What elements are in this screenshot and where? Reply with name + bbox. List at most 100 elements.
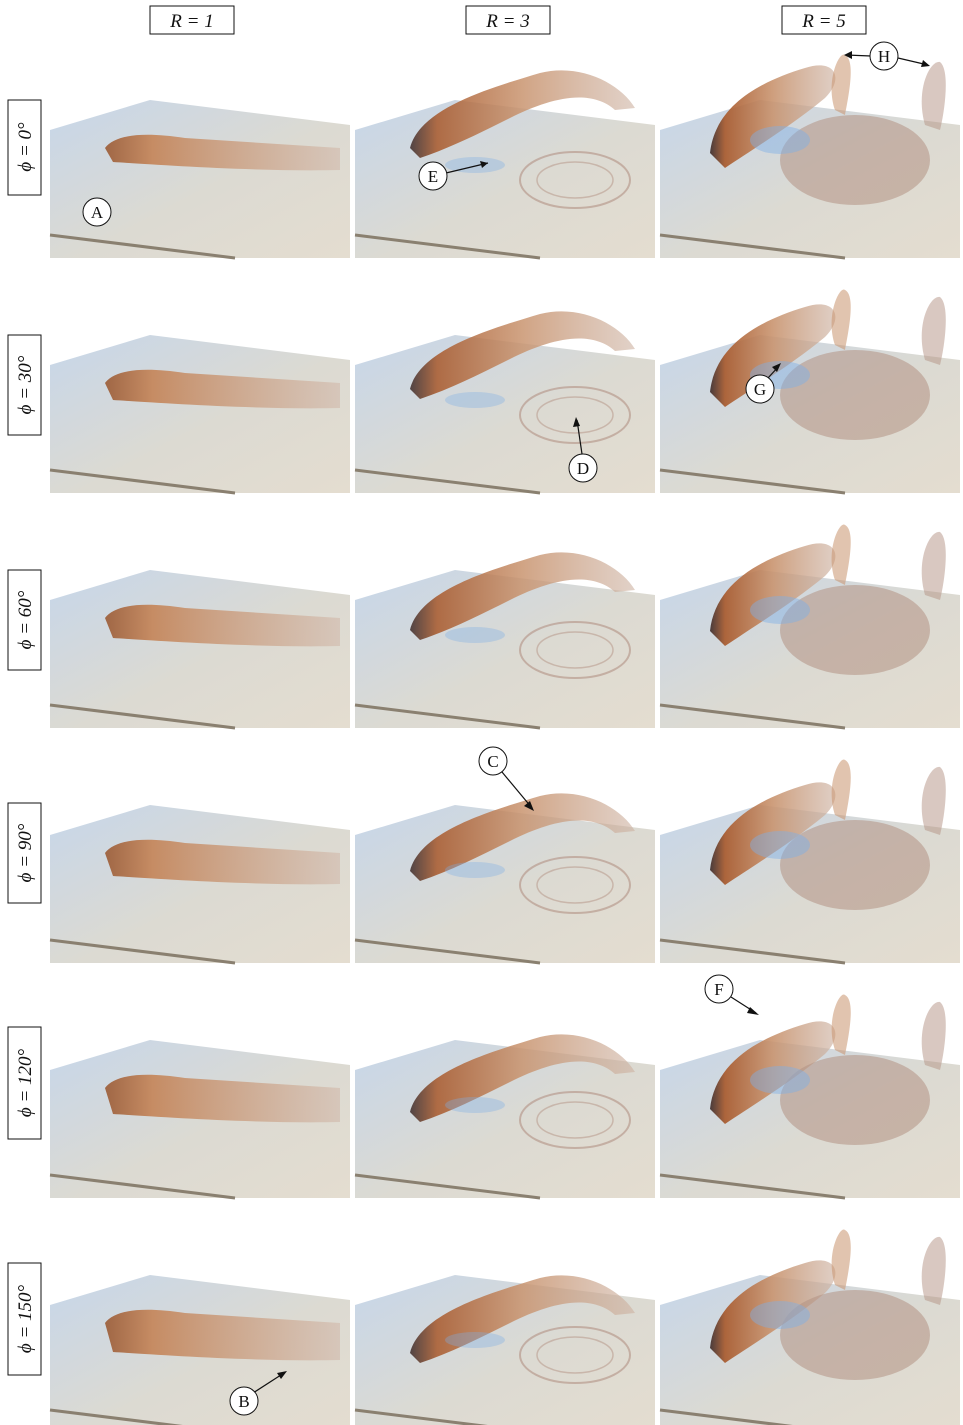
vortex-lobe <box>780 820 930 910</box>
jet-plume <box>410 793 635 881</box>
vortex-ring <box>519 151 631 209</box>
jet-stalk <box>831 759 851 820</box>
panel-r3-row3 <box>354 552 655 730</box>
jet-stalk <box>831 524 851 585</box>
row-label-phi-150: ϕ = 150° <box>7 1262 42 1376</box>
vortex-lobe <box>780 1290 930 1380</box>
jet-plume <box>105 369 340 409</box>
vortex-ring <box>519 1091 631 1149</box>
svg-text:R = 1: R = 1 <box>169 11 213 32</box>
marker-f: F <box>704 974 759 1015</box>
panel-r3-row2 <box>354 311 655 495</box>
plate-edge <box>354 468 541 495</box>
panel-r1-row3 <box>49 570 350 730</box>
vortex-ring <box>519 621 631 679</box>
panel-r5-row3 <box>659 524 960 730</box>
plate <box>355 1040 655 1198</box>
svg-text:ϕ = 30°: ϕ = 30° <box>15 355 36 414</box>
plate-edge <box>354 703 541 730</box>
plate-edge <box>659 703 846 730</box>
blue-vortex <box>445 157 505 173</box>
row-label-phi-0: ϕ = 0° <box>7 99 42 196</box>
row-label-phi-60: ϕ = 60° <box>7 569 42 671</box>
plate <box>355 1275 655 1425</box>
jet-plume <box>105 604 340 647</box>
svg-text:ϕ = 0°: ϕ = 0° <box>15 122 36 172</box>
vortex-lobe <box>780 1055 930 1145</box>
panel-r3-row5 <box>354 1034 655 1200</box>
plate-edge <box>659 1408 793 1425</box>
jet-stalk <box>831 54 851 115</box>
vortex-ring <box>519 1326 631 1384</box>
plate-edge <box>354 1408 488 1425</box>
blue-vortex <box>750 831 810 859</box>
plate-edge <box>49 468 236 495</box>
jet-plume <box>410 552 635 640</box>
vortex-ring <box>519 856 631 914</box>
marker-b: B <box>229 1371 287 1416</box>
svg-text:D: D <box>577 459 589 478</box>
panel-r1-row6 <box>49 1275 350 1425</box>
far-stalk <box>921 1001 946 1070</box>
marker-c: C <box>478 746 534 811</box>
jet-plume <box>710 782 836 885</box>
panel-r1-row4 <box>49 805 350 965</box>
plate-edge <box>354 938 541 965</box>
blue-vortex <box>445 627 505 643</box>
vortex-ring-inner <box>536 1101 614 1139</box>
vortex-ring-inner <box>536 866 614 904</box>
blue-vortex <box>750 1066 810 1094</box>
svg-text:B: B <box>238 1392 249 1411</box>
vortex-ring <box>519 386 631 444</box>
jet-plume <box>710 543 836 646</box>
jet-plume <box>105 1074 340 1123</box>
panel-r1-row5 <box>49 1040 350 1200</box>
vortex-ring-inner <box>536 396 614 434</box>
plate-edge <box>354 1173 541 1200</box>
svg-text:ϕ = 150°: ϕ = 150° <box>15 1284 36 1353</box>
row-label-phi-90: ϕ = 90° <box>7 802 42 904</box>
panel-r5-row4 <box>659 759 960 965</box>
plate-edge <box>659 1173 846 1200</box>
jet-plume <box>105 134 340 171</box>
blue-vortex <box>445 392 505 408</box>
plate-edge <box>659 233 846 260</box>
marker-a: A <box>82 197 112 227</box>
panel-r5-row5 <box>659 994 960 1200</box>
plate-edge <box>659 938 846 965</box>
vortex-lobe <box>780 585 930 675</box>
row-label-phi-120: ϕ = 120° <box>7 1026 42 1140</box>
jet-plume <box>710 65 836 168</box>
svg-text:G: G <box>754 380 766 399</box>
svg-text:ϕ = 60°: ϕ = 60° <box>15 590 36 649</box>
marker-g: G <box>745 363 781 404</box>
marker-d: D <box>568 417 598 483</box>
svg-text:R = 5: R = 5 <box>801 11 845 32</box>
plate <box>50 100 350 258</box>
jet-stalk <box>831 994 851 1055</box>
jet-plume <box>410 70 635 158</box>
blue-vortex <box>750 126 810 154</box>
jet-plume <box>710 304 836 407</box>
svg-text:E: E <box>428 167 438 186</box>
plate-edge <box>49 703 236 730</box>
jet-stalk <box>831 1229 851 1290</box>
vortex-lobe <box>780 350 930 440</box>
far-stalk <box>921 531 946 600</box>
panel-r3-row1 <box>354 70 655 260</box>
vortex-ring-inner <box>536 1336 614 1374</box>
vortex-lobe <box>780 115 930 205</box>
plate <box>50 570 350 728</box>
vortex-ring-inner <box>536 161 614 199</box>
vortex-ring-inner <box>536 631 614 669</box>
svg-text:R = 3: R = 3 <box>485 11 529 32</box>
panel-r5-row6 <box>659 1229 960 1425</box>
plate <box>50 335 350 493</box>
svg-text:H: H <box>878 47 890 66</box>
marker-e: E <box>418 161 489 191</box>
marker-h: H <box>844 41 930 71</box>
svg-text:C: C <box>487 752 498 771</box>
jet-plume <box>410 1275 635 1363</box>
far-stalk <box>921 296 946 365</box>
